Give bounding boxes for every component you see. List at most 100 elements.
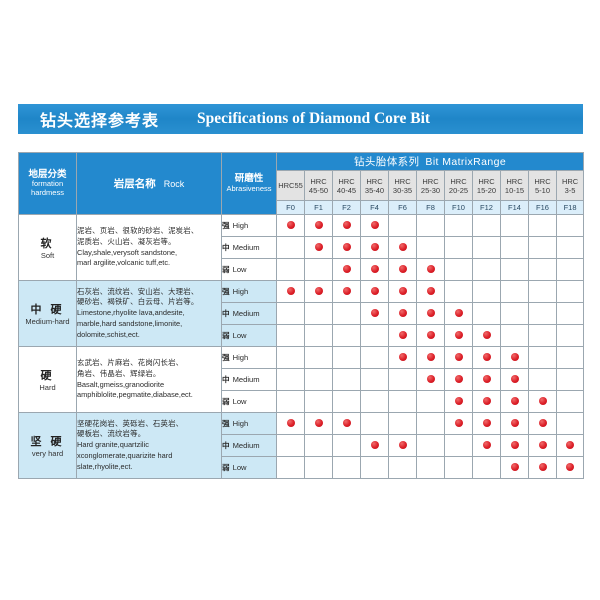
matrix-cell-f0 [276,280,305,303]
abrasiveness-level-cn: 弱 [222,331,230,340]
group-rock-2: 玄武岩、片麻岩、花岗闪长岩、 角岩、伟晶岩、辉绿岩。 Basalt,gmeiss,g… [76,346,222,413]
matrix-cell-f16 [528,434,557,457]
spec-table: 地层分类 formation hardmess 岩层名称 Rock 研磨性 Abrasive… [18,152,585,479]
selection-dot [426,353,435,362]
hrc-line-2: 40-45 [336,185,357,195]
abrasiveness-level-cn: 弱 [222,265,230,274]
matrix-cell-f6 [388,324,417,347]
rock-cn-line: 玄武岩、片麻岩、花岗闪长岩、 [77,358,184,368]
matrix-cell-f16 [528,456,557,479]
abrasiveness-cell: 中 Medium [221,434,277,457]
matrix-cell-f1 [304,302,333,325]
table-row: 硬 Hard 玄武岩、片麻岩、花岗闪长岩、 角岩、伟晶岩、辉绿岩。 Basalt,gme… [18,346,585,413]
matrix-cell-f14 [500,214,529,237]
matrix-cell-f10 [444,324,473,347]
rock-en-line: amphiblolite,pegmatite,diabase,ect. [77,390,193,400]
selection-dot [370,287,379,296]
matrix-cell-f2 [332,412,361,435]
hrc-line-2: 10-15 [504,185,525,195]
selection-dot [370,441,379,450]
selection-dot [482,375,491,384]
matrix-cell-f4 [360,258,389,281]
matrix-cell-f16 [528,302,557,325]
matrix-cell-f10 [444,280,473,303]
matrix-cell-f2 [332,236,361,259]
matrix-cell-f14 [500,368,529,391]
matrix-cell-f6 [388,434,417,457]
matrix-cell-f14 [500,258,529,281]
hrc-line-2: 3-5 [564,185,576,195]
matrix-cell-f18 [555,346,585,369]
matrix-cell-f6 [388,412,417,435]
matrix-cell-f16 [528,280,557,303]
matrix-cell-f0 [276,324,305,347]
matrix-cell-f14 [500,412,529,435]
matrix-cell-f10 [444,214,473,237]
matrix-cell-f14 [500,302,529,325]
selection-dot [538,397,547,406]
abrasiveness-level-en: Medium [232,375,260,384]
group-hardness-en: Hard [39,383,56,392]
selection-dot [510,353,519,362]
matrix-cell-f2 [332,346,361,369]
matrix-cell-f12 [472,302,501,325]
selection-dot [342,221,351,230]
hrc-line-1: HRC [450,176,467,186]
selection-dot [342,419,351,428]
matrix-cell-f1 [304,390,333,413]
selection-dot [370,243,379,252]
matrix-cell-f16 [528,390,557,413]
header-abrasiveness-en: Abrasiveness [226,183,272,193]
header-rock-cn: 岩层名称 [113,178,156,191]
header-code-f1: F1 [304,200,333,215]
spec-table-wrapper: 地层分类 formation hardmess 岩层名称 Rock 研磨性 Abrasive… [18,152,585,479]
table-row: 中 硬 Medium-hard 石灰岩、流纹岩、安山岩、大理岩、 硬砂岩、褐铁矿、白云… [18,280,585,347]
hrc-line-1: HRC [366,176,383,186]
matrix-cell-f18 [555,390,585,413]
selection-dot [510,463,519,472]
group-hardness-cn: 硬 [40,370,55,382]
selection-dot [398,331,407,340]
matrix-cell-f14 [500,236,529,259]
hrc-line-2: 30-35 [392,185,413,195]
rock-cn-line: 泥岩、页岩、很软的砂岩、泥炭岩、 [77,226,199,236]
hrc-line-2: 5-10 [534,185,550,195]
rock-cn-line: 硬板岩、流纹岩等。 [77,429,146,439]
matrix-cell-f6 [388,280,417,303]
selection-dot [454,419,463,428]
group-hardness-cn: 坚 硬 [30,436,65,448]
abrasiveness-level-en: Medium [232,309,260,318]
selection-dot [314,243,323,252]
rock-cn-line: 坚硬花岗岩、英砾岩、石英岩、 [77,418,184,428]
hrc-line-2: 15-20 [476,185,497,195]
header-row-codes: F0 F1 F2 F4 F6 F8 F10 F12 F14 F16 F18 [19,200,585,215]
abrasiveness-cell: 中 Medium [221,302,277,325]
matrix-cell-f12 [472,368,501,391]
abrasiveness-cell: 强 High [221,280,277,303]
hrc-line-1: HRC [561,176,579,186]
header-hrc-f14: HRC 10-15 [500,170,529,201]
header-hrc-f18: HRC 3-5 [555,170,585,201]
abrasiveness-level-cn: 弱 [222,397,230,406]
hrc-line-1: HRC [338,176,355,186]
header-formation-en1: formation [31,179,64,189]
matrix-cell-f2 [332,280,361,303]
abrasiveness-cell: 弱 Low [221,456,277,479]
selection-dot [314,419,323,428]
group-hardness-en: Medium-hard [25,317,70,326]
matrix-cell-f8 [416,434,445,457]
header-abrasiveness-cn: 研磨性 [234,173,264,185]
abrasiveness-level-cn: 中 [222,441,230,450]
selection-dot [426,375,435,384]
matrix-cell-f2 [332,324,361,347]
matrix-cell-f1 [304,214,333,237]
matrix-cell-f4 [360,346,389,369]
matrix-cell-f12 [472,456,501,479]
abrasiveness-level-cn: 中 [222,243,230,252]
matrix-cell-f18 [555,302,585,325]
abrasiveness-level-en: Low [232,331,247,340]
selection-dot [314,221,323,230]
matrix-cell-f0 [276,236,305,259]
matrix-cell-f14 [500,346,529,369]
selection-dot [370,265,379,274]
